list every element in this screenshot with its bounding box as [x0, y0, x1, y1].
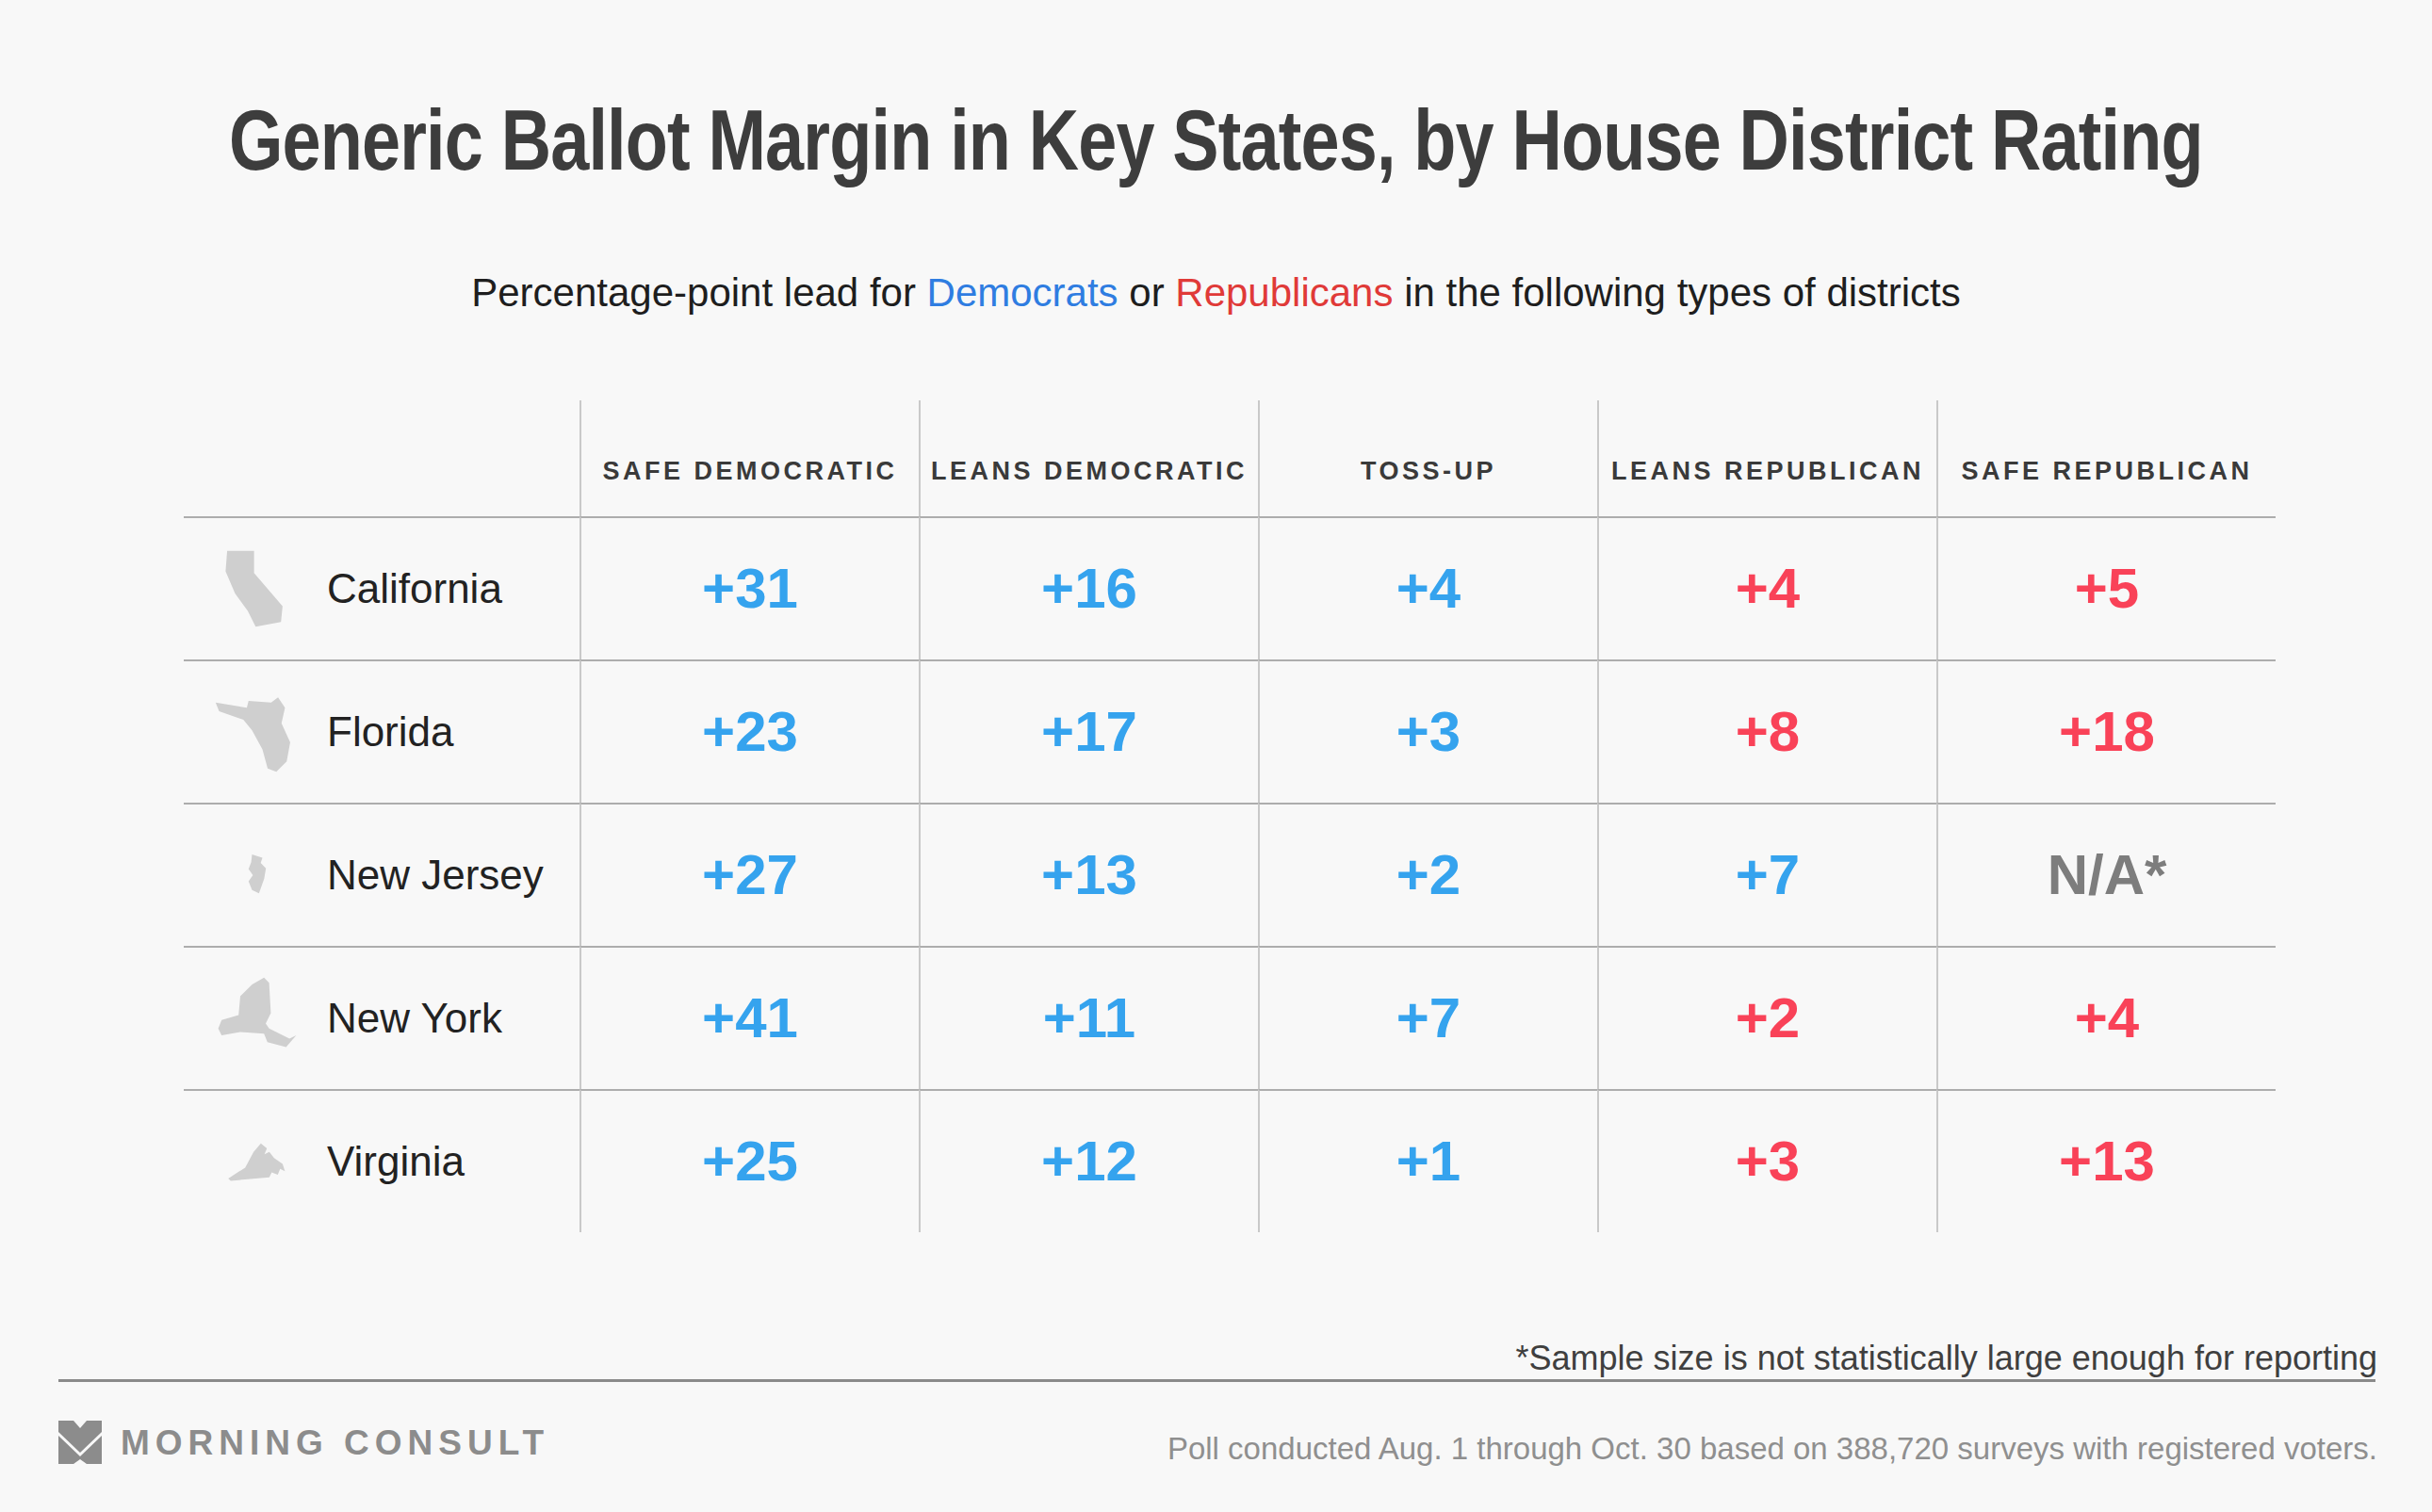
value-cell: +1	[1258, 1089, 1597, 1232]
morning-consult-logo: MORNING CONSULT	[58, 1421, 549, 1464]
value-cell: +3	[1258, 659, 1597, 803]
column-header-label: TOSS-UP	[1361, 452, 1496, 492]
value-label: +7	[1736, 847, 1800, 903]
table-row-california-label: California	[184, 516, 579, 659]
value-cell: +7	[1597, 803, 1936, 946]
value-cell: +4	[1936, 946, 2276, 1089]
value-cell: N/A*	[1936, 803, 2276, 946]
value-label: +11	[1043, 990, 1135, 1047]
value-label: +1	[1396, 1133, 1461, 1190]
footer-divider	[58, 1379, 2375, 1382]
value-cell: +17	[919, 659, 1258, 803]
value-label: +7	[1396, 990, 1461, 1047]
column-header-leans-democratic: LEANS DEMOCRATIC	[919, 400, 1258, 516]
brand-name: MORNING CONSULT	[121, 1425, 549, 1460]
subtitle-democrats: Democrats	[927, 270, 1118, 315]
column-header-safe-democratic: SAFE DEMOCRATIC	[579, 400, 919, 516]
virginia-icon	[208, 1131, 306, 1192]
state-label: New York	[327, 995, 502, 1042]
value-label: +13	[2059, 1133, 2155, 1190]
value-cell: +41	[579, 946, 919, 1089]
column-header-label: SAFE REPUBLICAN	[1961, 452, 2252, 492]
table-row-florida-label: Florida	[184, 659, 579, 803]
margin-table: SAFE DEMOCRATIC LEANS DEMOCRATIC TOSS-UP…	[184, 400, 2276, 1232]
value-label: +27	[702, 847, 798, 903]
column-header-label: SAFE DEMOCRATIC	[603, 452, 898, 492]
table-row-new-jersey-label: New Jersey	[184, 803, 579, 946]
value-label: +2	[1396, 847, 1461, 903]
state-label: New Jersey	[327, 852, 544, 899]
value-label: +41	[702, 990, 798, 1047]
subtitle-row: Percentage-point lead for Democrats or R…	[0, 273, 2432, 313]
poll-methodology-note: Poll conducted Aug. 1 through Oct. 30 ba…	[1167, 1433, 2377, 1464]
new-jersey-icon	[208, 830, 306, 920]
value-label: +12	[1041, 1133, 1137, 1190]
value-label: N/A*	[2048, 847, 2167, 903]
state-label: Florida	[327, 708, 454, 756]
california-icon	[208, 542, 306, 636]
value-cell: +18	[1936, 659, 2276, 803]
value-cell: +2	[1258, 803, 1597, 946]
value-label: +5	[2075, 561, 2139, 617]
column-header-leans-republican: LEANS REPUBLICAN	[1597, 400, 1936, 516]
value-cell: +3	[1597, 1089, 1936, 1232]
value-cell: +25	[579, 1089, 919, 1232]
value-label: +25	[702, 1133, 798, 1190]
state-label: Virginia	[327, 1138, 465, 1185]
value-label: +8	[1736, 704, 1800, 760]
value-cell: +4	[1597, 516, 1936, 659]
column-header-label: LEANS REPUBLICAN	[1611, 452, 1924, 492]
sample-size-footnote: *Sample size is not statistically large …	[1516, 1341, 2377, 1375]
value-label: +31	[702, 561, 798, 617]
value-cell: +11	[919, 946, 1258, 1089]
page-title-row: Generic Ballot Margin in Key States, by …	[0, 98, 2432, 183]
table-row-virginia-label: Virginia	[184, 1089, 579, 1232]
value-cell: +31	[579, 516, 919, 659]
value-cell: +23	[579, 659, 919, 803]
column-header-safe-republican: SAFE REPUBLICAN	[1936, 400, 2276, 516]
value-label: +13	[1041, 847, 1137, 903]
value-cell: +16	[919, 516, 1258, 659]
table-row-new-york-label: New York	[184, 946, 579, 1089]
value-label: +17	[1041, 704, 1137, 760]
value-label: +4	[2075, 990, 2139, 1047]
value-cell: +12	[919, 1089, 1258, 1232]
new-york-icon	[208, 976, 306, 1061]
value-cell: +13	[1936, 1089, 2276, 1232]
morning-consult-mark-icon	[58, 1421, 102, 1464]
corner-cell	[184, 400, 579, 516]
subtitle: Percentage-point lead for Democrats or R…	[471, 270, 1961, 315]
value-label: +2	[1736, 990, 1800, 1047]
value-cell: +4	[1258, 516, 1597, 659]
value-cell: +27	[579, 803, 919, 946]
value-cell: +5	[1936, 516, 2276, 659]
subtitle-suffix: in the following types of districts	[1393, 270, 1960, 315]
value-label: +18	[2059, 704, 2155, 760]
infographic-canvas: Generic Ballot Margin in Key States, by …	[0, 0, 2432, 1512]
value-cell: +7	[1258, 946, 1597, 1089]
value-cell: +13	[919, 803, 1258, 946]
value-cell: +2	[1597, 946, 1936, 1089]
state-label: California	[327, 565, 502, 612]
subtitle-middle: or	[1118, 270, 1176, 315]
subtitle-prefix: Percentage-point lead for	[471, 270, 926, 315]
value-label: +4	[1736, 561, 1800, 617]
value-label: +16	[1041, 561, 1137, 617]
column-header-label: LEANS DEMOCRATIC	[931, 452, 1248, 492]
value-label: +3	[1736, 1133, 1800, 1190]
subtitle-republicans: Republicans	[1175, 270, 1393, 315]
value-label: +23	[702, 704, 798, 760]
value-label: +4	[1396, 561, 1461, 617]
column-header-toss-up: TOSS-UP	[1258, 400, 1597, 516]
page-title: Generic Ballot Margin in Key States, by …	[229, 98, 2203, 183]
florida-icon	[208, 689, 306, 775]
value-label: +3	[1396, 704, 1461, 760]
value-cell: +8	[1597, 659, 1936, 803]
